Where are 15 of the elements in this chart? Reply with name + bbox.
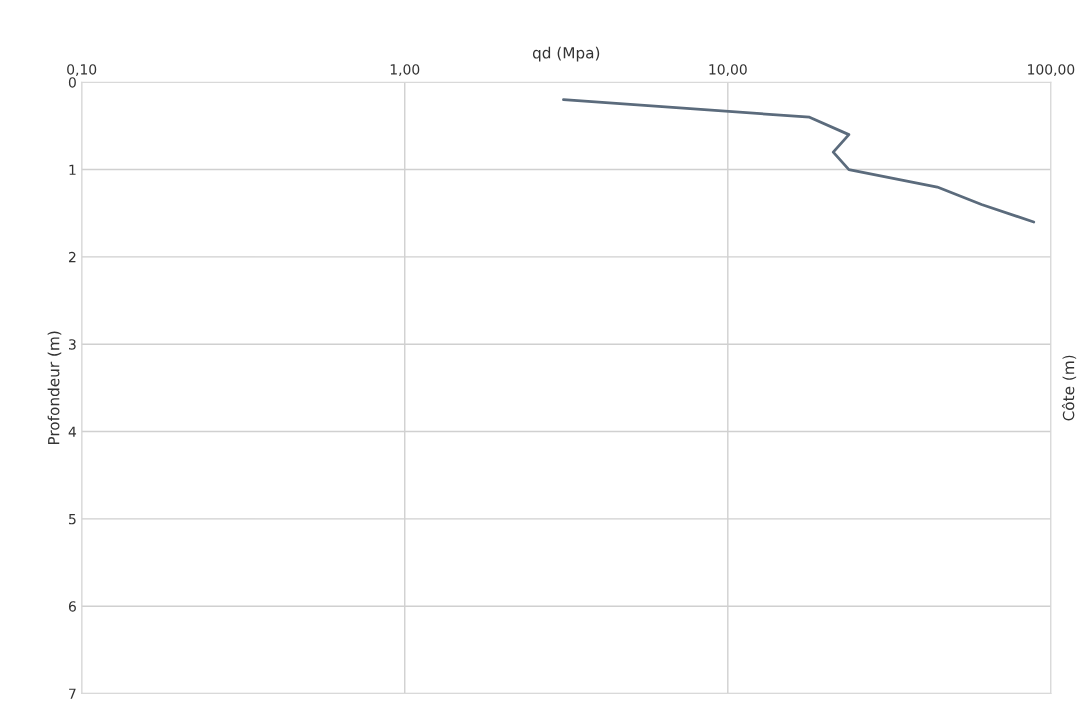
y-tick-label: 2 — [68, 251, 76, 263]
x-tick-label: 0,10 — [67, 64, 97, 77]
x-tick-label: 1,00 — [390, 64, 420, 77]
y-tick-label: 1 — [69, 164, 76, 175]
y-tick-label: 6 — [68, 601, 76, 612]
x-tick-label: 100,00 — [1028, 64, 1075, 77]
x-axis-title: qd (Mpa) — [532, 46, 600, 62]
y-tick-label: 0 — [68, 77, 76, 88]
x-tick-label: 10,00 — [709, 64, 747, 77]
y-tick-label: 4 — [68, 426, 77, 437]
y2-axis-title: Côte (m) — [1061, 355, 1077, 421]
y-tick-label: 7 — [69, 688, 76, 699]
y-axis-title: Profondeur (m) — [47, 331, 62, 445]
y-tick-label: 3 — [69, 339, 76, 350]
y-tick-label: 5 — [69, 514, 76, 525]
